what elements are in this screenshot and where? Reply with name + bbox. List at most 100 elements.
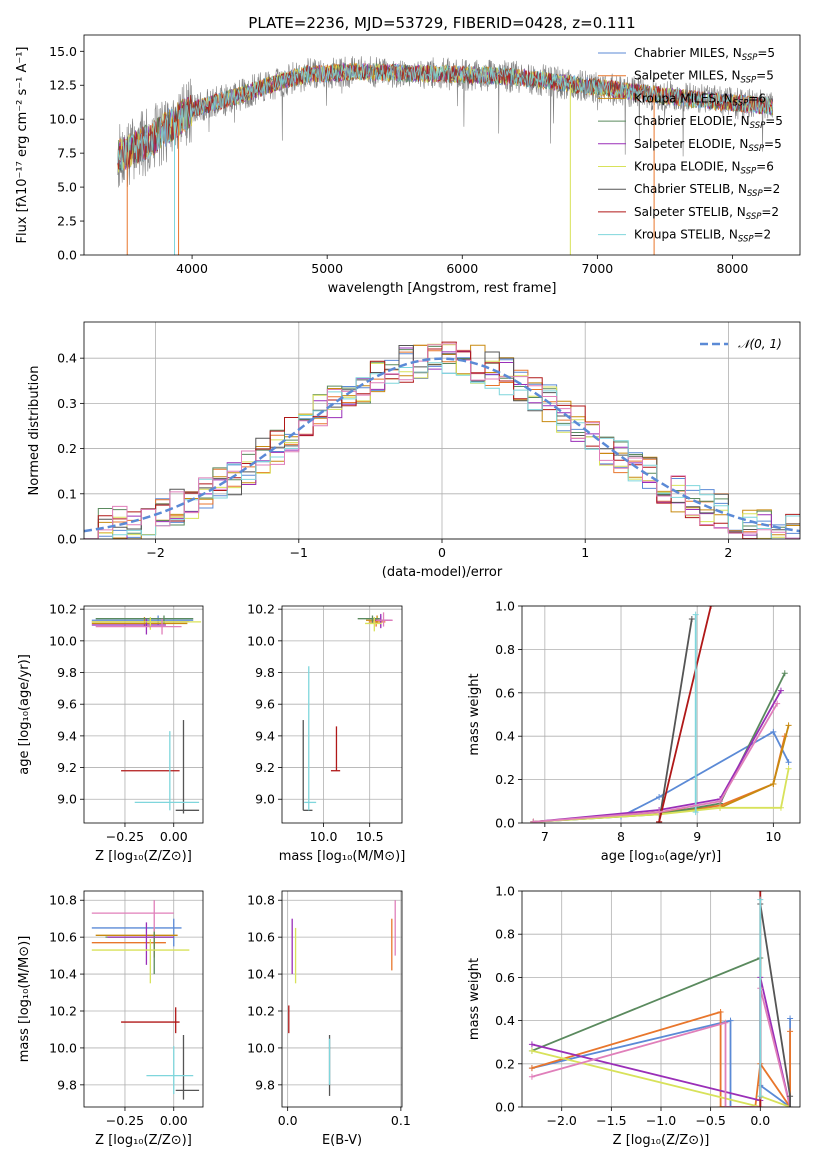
histogram-extra-pink [84,343,800,539]
y-axis-label: mass weight [467,673,482,755]
weight-marker [785,759,792,766]
x-tick-label: −1.5 [596,1113,626,1128]
y-tick-label: 0.3 [57,396,77,411]
x-tick-label: 0 [438,545,446,560]
legend-entry-label: Salpeter MILES, NSSP=5 [634,69,774,86]
y-tick-label: 10.4 [247,967,275,982]
age-vs-metallicity-panel: −0.25 0.00 9.0 9.2 9.4 9.6 9.8 10.0 10.2 Z [log₁₀… [17,602,204,864]
x-tick-label: 0.0 [278,1113,298,1128]
weight-marker [781,670,788,677]
y-axis-label: mass [log₁₀(M/M⊙)] [17,936,32,1063]
axes-frame [281,890,403,1108]
x-axis-label: mass [log₁₀(M/M⊙)] [279,849,406,864]
weight-marker [787,1093,794,1100]
y-tick-label: 0.4 [495,729,515,744]
y-tick-label: 10.2 [49,602,77,617]
y-tick-label: 9.2 [255,760,275,775]
y-tick-label: 9.4 [57,728,77,743]
y-tick-label: 0.8 [495,642,515,657]
axes-frame [83,890,204,1108]
x-axis-label: Z [log₁₀(Z/Z⊙)] [95,849,192,864]
y-tick-label: 9.4 [255,728,275,743]
axes-frame [521,890,801,1108]
weight-marker [777,687,784,694]
mass-vs-metallicity-panel: −0.25 0.00 9.8 10.0 10.2 10.4 10.6 10.8 Z [log₁₀… [17,890,204,1148]
y-tick-label: 10.0 [49,112,77,127]
y-tick-label: 0.2 [495,1056,515,1071]
y-tick-label: 10.6 [49,930,77,945]
y-tick-label: 0.4 [495,1013,515,1028]
y-tick-label: 15.0 [49,44,77,59]
y-axis-label: Flux [fλ10⁻¹⁷ erg cm⁻² s⁻¹ A⁻¹] [15,47,30,244]
y-tick-label: 0.1 [57,486,77,501]
weight-marker [707,606,714,609]
weight-marker [530,818,537,823]
x-tick-label: −0.25 [106,1113,144,1128]
y-tick-label: 10.6 [247,930,275,945]
x-tick-label: −0.25 [106,829,144,844]
weight-marker [787,1104,794,1107]
y-axis-label: Normed distribution [27,366,42,496]
weight-marker [787,1028,794,1035]
y-tick-label: 10.2 [247,1004,275,1019]
x-tick-label: 0.0 [750,1113,770,1128]
y-tick-label: 10.2 [49,1004,77,1019]
weight-marker [770,728,777,735]
age-vs-mass-panel: 10.0 10.5 9.0 9.2 9.4 9.6 9.8 10.0 10.2 mass [log… [247,602,405,864]
y-tick-label: 10.0 [49,1040,77,1055]
weight-marker [528,1065,535,1072]
legend-entry-label: Chabrier STELIB, NSSP=2 [634,182,780,199]
y-tick-label: 7.5 [57,146,77,161]
y-tick-label: 0.8 [495,927,515,942]
weight-marker [656,793,663,800]
x-axis-label: wavelength [Angstrom, rest frame] [328,281,557,296]
x-axis-label: Z [log₁₀(Z/Z⊙)] [95,1133,192,1148]
histogram-kroupa-stelib [84,362,800,539]
x-tick-label: 2 [724,545,732,560]
y-tick-label: 9.0 [255,792,275,807]
weight-line-chabrier-stelib [658,618,693,823]
weight-marker [717,798,724,805]
model-line-salpeter-stelib [117,63,774,170]
histogram-group [84,341,800,539]
weight-marker [528,1073,535,1080]
y-tick-label: 10.8 [247,893,275,908]
y-tick-label: 9.0 [57,792,77,807]
weight-vs-age-panel: 7 8 9 10 0.0 0.2 0.4 0.6 0.8 1.0 age [log₁₀(age/yr… [467,599,801,864]
y-tick-label: 10.4 [49,967,77,982]
weight-marker [785,722,792,729]
y-tick-label: 0.6 [495,970,515,985]
y-tick-label: 9.6 [57,697,77,712]
x-tick-label: 1 [581,545,589,560]
y-tick-label: 5.0 [57,180,77,195]
axes-frame [281,605,403,824]
weight-line-salpeter-stelib [658,606,712,823]
spectrum-panel: 4000 5000 6000 7000 8000 0.0 2.5 5.0 7.5 10.0 12.5… [15,34,801,296]
weight-line-extra-pink [531,987,791,1107]
y-tick-label: 0.0 [495,1100,515,1115]
x-axis-label: (data-model)/error [382,565,503,580]
x-tick-label: −2 [146,545,164,560]
x-axis-label: E(B-V) [322,1133,362,1148]
y-tick-label: 9.6 [255,697,275,712]
y-tick-label: 0.2 [57,441,77,456]
y-tick-label: 2.5 [57,214,77,229]
spectrum-series-group [117,56,774,255]
weight-marker [688,616,695,623]
y-axis-label: mass weight [467,958,482,1040]
weight-lines-group [530,606,792,823]
mass-vs-ebv-panel: 0.0 0.1 9.8 10.0 10.2 10.4 10.6 10.8 E(B-V) [247,890,411,1148]
weight-marker [717,1008,724,1015]
legend-entry-label: Kroupa MILES, NSSP=6 [634,91,766,108]
axes-frame [83,321,801,540]
errorbar-group [91,900,200,1100]
x-tick-label: 7 [541,829,549,844]
x-tick-label: 8 [617,829,625,844]
y-tick-label: 1.0 [495,599,515,614]
x-tick-label: 0.00 [160,829,188,844]
weight-marker [717,804,724,811]
y-tick-label: 9.8 [57,1077,77,1092]
errorbar-group [302,612,393,811]
legend-entry-label: Salpeter ELODIE, NSSP=5 [634,137,782,154]
